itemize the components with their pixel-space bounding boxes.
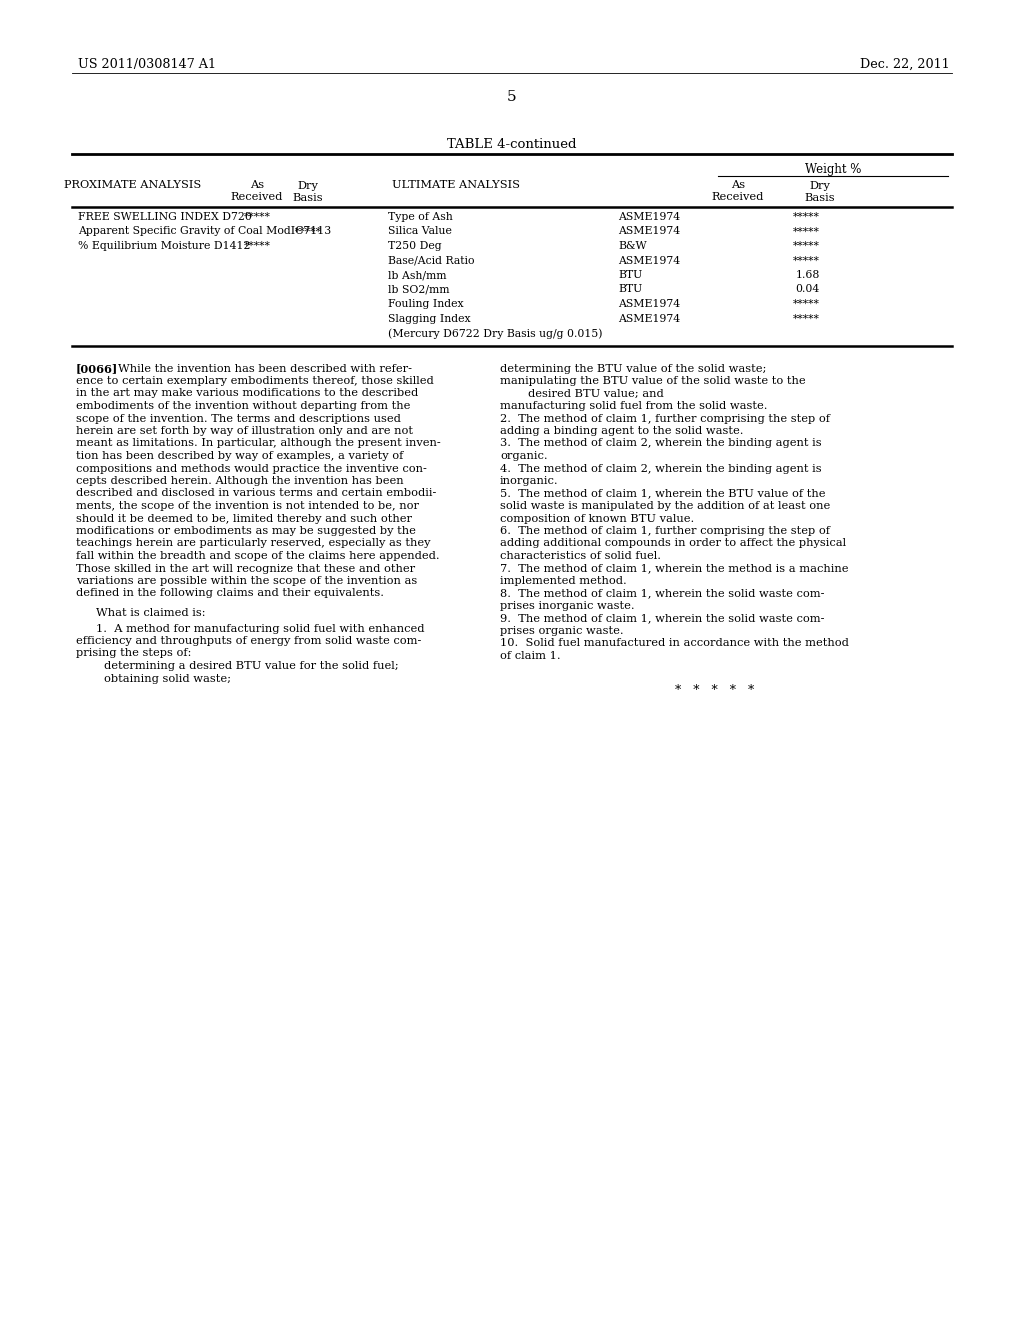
- Text: ULTIMATE ANALYSIS: ULTIMATE ANALYSIS: [392, 180, 520, 190]
- Text: tion has been described by way of examples, a variety of: tion has been described by way of exampl…: [76, 451, 403, 461]
- Text: *****: *****: [244, 213, 270, 222]
- Text: While the invention has been described with refer-: While the invention has been described w…: [118, 363, 412, 374]
- Text: prises organic waste.: prises organic waste.: [500, 626, 624, 636]
- Text: 4.  The method of claim 2, wherein the binding agent is: 4. The method of claim 2, wherein the bi…: [500, 463, 821, 474]
- Text: lb SO2/mm: lb SO2/mm: [388, 285, 450, 294]
- Text: 5: 5: [507, 90, 517, 104]
- Text: Base/Acid Ratio: Base/Acid Ratio: [388, 256, 474, 265]
- Text: 3.  The method of claim 2, wherein the binding agent is: 3. The method of claim 2, wherein the bi…: [500, 438, 821, 449]
- Text: TABLE 4-continued: TABLE 4-continued: [447, 139, 577, 150]
- Text: Those skilled in the art will recognize that these and other: Those skilled in the art will recognize …: [76, 564, 415, 573]
- Text: adding a binding agent to the solid waste.: adding a binding agent to the solid wast…: [500, 426, 743, 436]
- Text: lb Ash/mm: lb Ash/mm: [388, 271, 446, 280]
- Text: *****: *****: [794, 256, 820, 265]
- Text: B&W: B&W: [618, 242, 646, 251]
- Text: ments, the scope of the invention is not intended to be, nor: ments, the scope of the invention is not…: [76, 502, 419, 511]
- Text: 8.  The method of claim 1, wherein the solid waste com-: 8. The method of claim 1, wherein the so…: [500, 589, 824, 598]
- Text: solid waste is manipulated by the addition of at least one: solid waste is manipulated by the additi…: [500, 502, 830, 511]
- Text: ASME1974: ASME1974: [618, 213, 680, 222]
- Text: prising the steps of:: prising the steps of:: [76, 648, 191, 659]
- Text: in the art may make various modifications to the described: in the art may make various modification…: [76, 388, 418, 399]
- Text: manipulating the BTU value of the solid waste to the: manipulating the BTU value of the solid …: [500, 376, 806, 385]
- Text: Weight %: Weight %: [805, 162, 861, 176]
- Text: embodiments of the invention without departing from the: embodiments of the invention without dep…: [76, 401, 411, 411]
- Text: BTU: BTU: [618, 285, 642, 294]
- Text: prises inorganic waste.: prises inorganic waste.: [500, 601, 635, 611]
- Text: (Mercury D6722 Dry Basis ug/g 0.015): (Mercury D6722 Dry Basis ug/g 0.015): [388, 327, 602, 338]
- Text: PROXIMATE ANALYSIS: PROXIMATE ANALYSIS: [65, 180, 202, 190]
- Text: Dec. 22, 2011: Dec. 22, 2011: [860, 58, 950, 71]
- Text: 9.  The method of claim 1, wherein the solid waste com-: 9. The method of claim 1, wherein the so…: [500, 614, 824, 623]
- Text: Silica Value: Silica Value: [388, 227, 452, 236]
- Text: scope of the invention. The terms and descriptions used: scope of the invention. The terms and de…: [76, 413, 400, 424]
- Text: ence to certain exemplary embodiments thereof, those skilled: ence to certain exemplary embodiments th…: [76, 376, 434, 385]
- Text: *****: *****: [794, 227, 820, 236]
- Text: *****: *****: [794, 314, 820, 323]
- Text: 1.68: 1.68: [796, 271, 820, 280]
- Text: 7.  The method of claim 1, wherein the method is a machine: 7. The method of claim 1, wherein the me…: [500, 564, 849, 573]
- Text: As
Received: As Received: [230, 180, 284, 202]
- Text: US 2011/0308147 A1: US 2011/0308147 A1: [78, 58, 216, 71]
- Text: inorganic.: inorganic.: [500, 477, 559, 486]
- Text: fall within the breadth and scope of the claims here appended.: fall within the breadth and scope of the…: [76, 550, 439, 561]
- Text: *****: *****: [295, 227, 322, 236]
- Text: adding additional compounds in order to affect the physical: adding additional compounds in order to …: [500, 539, 846, 549]
- Text: of claim 1.: of claim 1.: [500, 651, 560, 661]
- Text: *****: *****: [794, 300, 820, 309]
- Text: teachings herein are particularly reserved, especially as they: teachings herein are particularly reserv…: [76, 539, 430, 549]
- Text: desired BTU value; and: desired BTU value; and: [528, 388, 664, 399]
- Text: modifications or embodiments as may be suggested by the: modifications or embodiments as may be s…: [76, 525, 416, 536]
- Text: composition of known BTU value.: composition of known BTU value.: [500, 513, 694, 524]
- Text: 1.  A method for manufacturing solid fuel with enhanced: 1. A method for manufacturing solid fuel…: [96, 623, 425, 634]
- Text: Dry
Basis: Dry Basis: [293, 181, 324, 202]
- Text: Apparent Specific Gravity of Coal ModIC7113: Apparent Specific Gravity of Coal ModIC7…: [78, 227, 331, 236]
- Text: defined in the following claims and their equivalents.: defined in the following claims and thei…: [76, 589, 384, 598]
- Text: As
Received: As Received: [712, 180, 764, 202]
- Text: compositions and methods would practice the inventive con-: compositions and methods would practice …: [76, 463, 427, 474]
- Text: determining the BTU value of the solid waste;: determining the BTU value of the solid w…: [500, 363, 766, 374]
- Text: What is claimed is:: What is claimed is:: [96, 609, 206, 618]
- Text: 0.04: 0.04: [796, 285, 820, 294]
- Text: 6.  The method of claim 1, further comprising the step of: 6. The method of claim 1, further compri…: [500, 525, 830, 536]
- Text: variations are possible within the scope of the invention as: variations are possible within the scope…: [76, 576, 417, 586]
- Text: ASME1974: ASME1974: [618, 227, 680, 236]
- Text: 2.  The method of claim 1, further comprising the step of: 2. The method of claim 1, further compri…: [500, 413, 830, 424]
- Text: Slagging Index: Slagging Index: [388, 314, 471, 323]
- Text: ASME1974: ASME1974: [618, 314, 680, 323]
- Text: herein are set forth by way of illustration only and are not: herein are set forth by way of illustrat…: [76, 426, 413, 436]
- Text: implemented method.: implemented method.: [500, 576, 627, 586]
- Text: *   *   *   *   *: * * * * *: [676, 684, 755, 697]
- Text: Fouling Index: Fouling Index: [388, 300, 464, 309]
- Text: *****: *****: [244, 242, 270, 251]
- Text: organic.: organic.: [500, 451, 548, 461]
- Text: meant as limitations. In particular, although the present inven-: meant as limitations. In particular, alt…: [76, 438, 440, 449]
- Text: T250 Deg: T250 Deg: [388, 242, 441, 251]
- Text: cepts described herein. Although the invention has been: cepts described herein. Although the inv…: [76, 477, 403, 486]
- Text: obtaining solid waste;: obtaining solid waste;: [104, 673, 231, 684]
- Text: efficiency and throughputs of energy from solid waste com-: efficiency and throughputs of energy fro…: [76, 636, 421, 645]
- Text: FREE SWELLING INDEX D720: FREE SWELLING INDEX D720: [78, 213, 252, 222]
- Text: % Equilibrium Moisture D1412: % Equilibrium Moisture D1412: [78, 242, 251, 251]
- Text: 5.  The method of claim 1, wherein the BTU value of the: 5. The method of claim 1, wherein the BT…: [500, 488, 825, 499]
- Text: should it be deemed to be, limited thereby and such other: should it be deemed to be, limited there…: [76, 513, 412, 524]
- Text: ASME1974: ASME1974: [618, 256, 680, 265]
- Text: described and disclosed in various terms and certain embodii-: described and disclosed in various terms…: [76, 488, 436, 499]
- Text: BTU: BTU: [618, 271, 642, 280]
- Text: Dry
Basis: Dry Basis: [805, 181, 836, 202]
- Text: *****: *****: [794, 213, 820, 222]
- Text: [0066]: [0066]: [76, 363, 118, 375]
- Text: *****: *****: [794, 242, 820, 251]
- Text: Type of Ash: Type of Ash: [388, 213, 453, 222]
- Text: characteristics of solid fuel.: characteristics of solid fuel.: [500, 550, 662, 561]
- Text: ASME1974: ASME1974: [618, 300, 680, 309]
- Text: determining a desired BTU value for the solid fuel;: determining a desired BTU value for the …: [104, 661, 398, 671]
- Text: manufacturing solid fuel from the solid waste.: manufacturing solid fuel from the solid …: [500, 401, 768, 411]
- Text: 10.  Solid fuel manufactured in accordance with the method: 10. Solid fuel manufactured in accordanc…: [500, 639, 849, 648]
